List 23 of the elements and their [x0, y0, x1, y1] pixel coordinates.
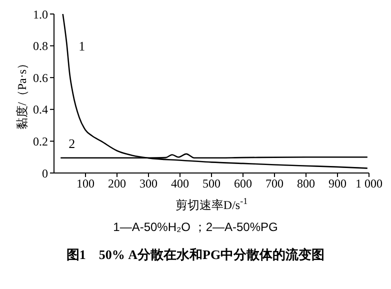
x-tick-label: 100 [76, 176, 94, 191]
text: 1—A-50%H₂O ；2—A-50%PG [112, 219, 279, 236]
line-series [62, 14, 368, 169]
x-tick-label: 500 [202, 176, 220, 191]
y-axis-title: 黏度/（Pa·s） [15, 58, 29, 130]
x-tick-label: 300 [140, 176, 158, 191]
x-tick-label: 600 [234, 176, 252, 191]
y-tick-label: 0.2 [33, 134, 48, 148]
y-tick-label: 0.8 [33, 39, 48, 54]
series-label: 1 [78, 38, 86, 54]
y-tick-label: 1.0 [33, 7, 48, 22]
x-tick-label: 700 [266, 176, 284, 191]
y-tick-label: 0.4 [33, 102, 48, 117]
x-axis-title: 剪切速率D/s$^{-1}$ [175, 196, 248, 212]
x-tick-label: 400 [171, 176, 189, 191]
y-tick-label: 0 [42, 166, 48, 180]
y-tick-label: 0.6 [33, 70, 48, 85]
series-label: 2 [68, 136, 76, 151]
x-tick-label: 1 000 [356, 176, 382, 191]
x-tick-label: 900 [328, 176, 346, 191]
text: 图1 50% A分散在水和PG中分散体的流变图 [65, 246, 326, 264]
x-tick-label: 800 [297, 176, 315, 191]
x-tick-label: 200 [108, 176, 126, 191]
